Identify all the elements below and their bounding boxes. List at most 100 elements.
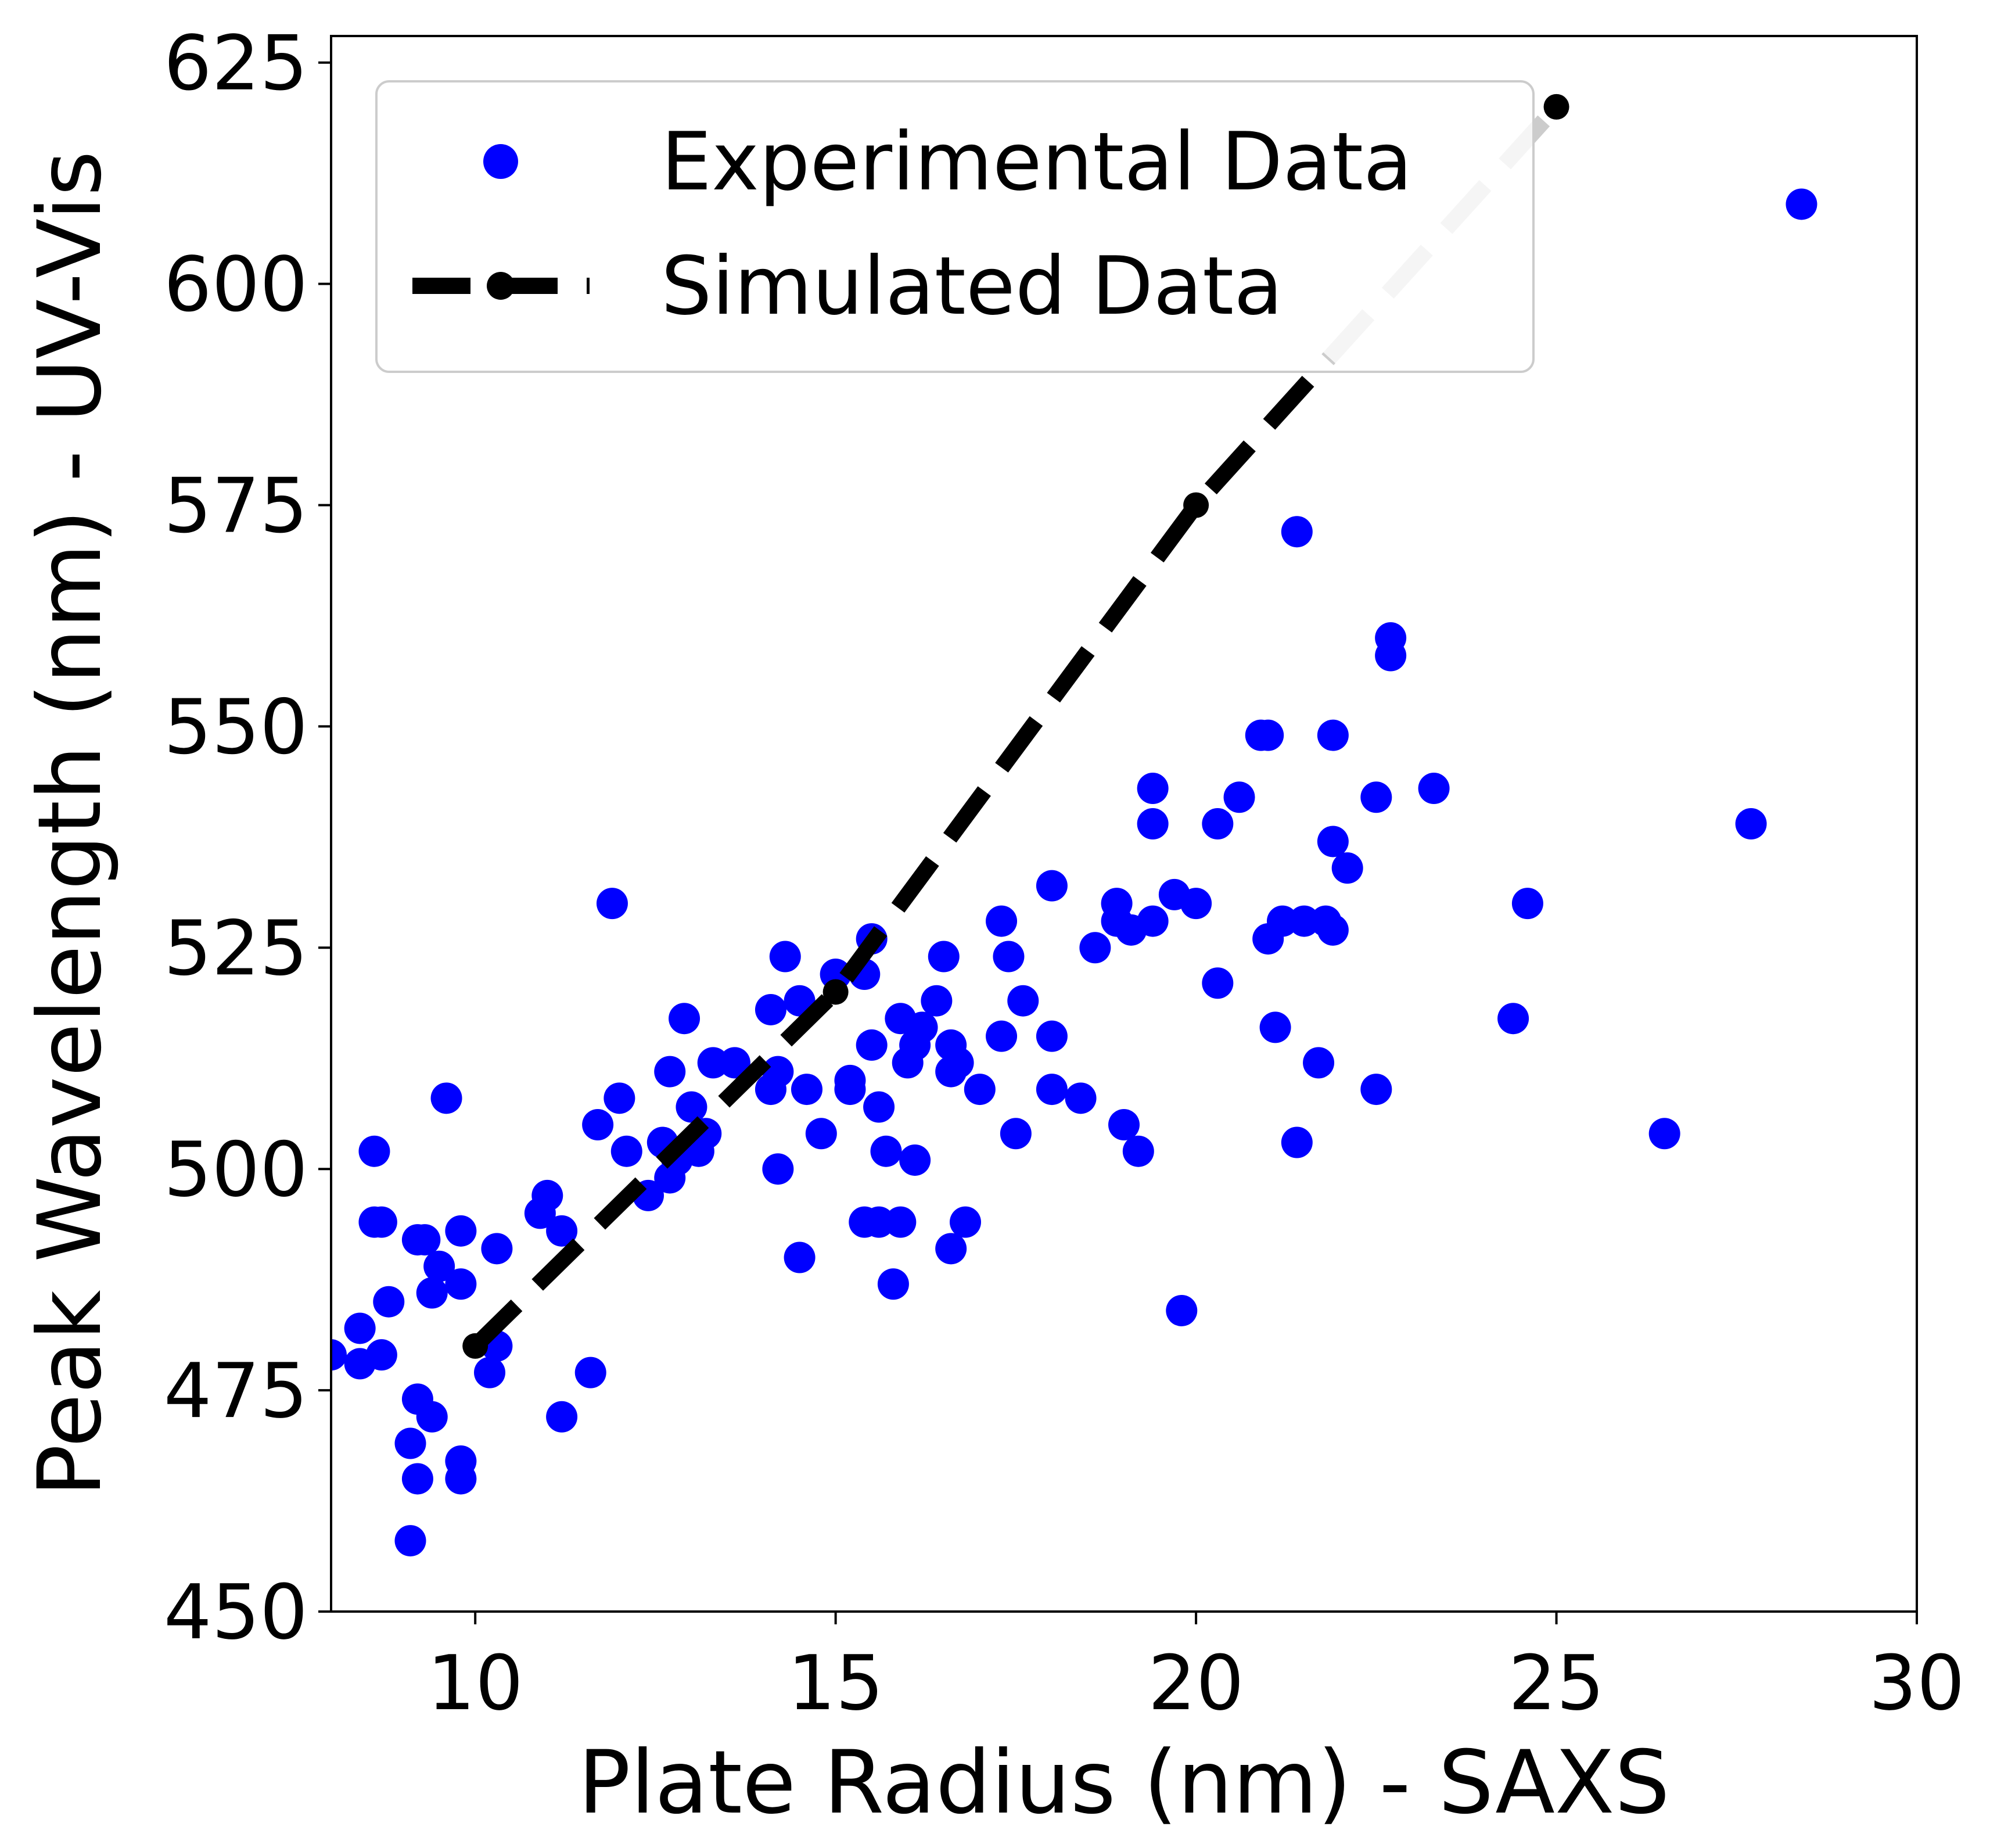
x-tick-label: 20 <box>1148 1639 1244 1727</box>
data-point <box>365 1206 397 1238</box>
data-point <box>331 1339 347 1371</box>
data-point <box>1137 905 1169 937</box>
data-point <box>791 1074 822 1106</box>
data-point <box>582 1109 614 1141</box>
data-point <box>1137 773 1169 805</box>
data-point <box>1303 1047 1335 1079</box>
simulated-point <box>1183 492 1209 518</box>
data-point <box>1202 808 1234 839</box>
data-point <box>416 1277 448 1309</box>
legend: Experimental Data Simulated Data <box>375 80 1535 373</box>
data-point <box>1418 773 1450 805</box>
data-point <box>856 1029 888 1061</box>
simulated-point <box>822 979 849 1005</box>
data-point <box>596 888 628 920</box>
simulated-line <box>469 352 1336 1352</box>
data-point <box>942 1047 974 1079</box>
data-point <box>986 1020 1018 1052</box>
data-point <box>899 1144 931 1176</box>
data-point <box>1036 1074 1068 1106</box>
data-point <box>1288 905 1320 937</box>
legend-marker-experimental <box>483 144 518 179</box>
data-point <box>1252 719 1284 751</box>
data-point <box>1000 1118 1032 1150</box>
y-tick-label: 475 <box>164 1347 308 1435</box>
data-point <box>863 1206 895 1238</box>
data-point <box>445 1463 477 1495</box>
data-point <box>445 1268 477 1300</box>
data-point <box>935 1233 967 1265</box>
data-point <box>1166 1294 1198 1326</box>
data-point <box>950 1206 981 1238</box>
data-point <box>430 1082 462 1114</box>
x-tick-label: 30 <box>1869 1639 1964 1727</box>
data-point <box>1065 1082 1097 1114</box>
data-point <box>610 1135 642 1167</box>
legend-box <box>375 80 1535 373</box>
y-axis-ticks: 450 475 500 525 550 575 600 625 <box>164 19 331 1656</box>
y-tick-label: 525 <box>164 904 308 992</box>
data-point <box>1360 1074 1392 1106</box>
plot-content <box>331 94 1817 1557</box>
data-point <box>394 1525 426 1557</box>
data-point <box>1735 808 1767 839</box>
plot-frame <box>330 35 1918 1613</box>
data-point <box>1317 719 1349 751</box>
data-point <box>401 1463 433 1495</box>
y-tick-label: 575 <box>164 462 308 550</box>
data-point <box>531 1179 563 1211</box>
data-point <box>604 1082 635 1114</box>
legend-marker-simulated <box>487 272 515 300</box>
data-point <box>993 941 1025 973</box>
y-tick-label: 600 <box>164 241 308 329</box>
x-axis-ticks: 10 15 20 25 30 <box>427 1612 1965 1727</box>
data-point <box>474 1357 505 1388</box>
data-point <box>1317 826 1349 857</box>
y-tick-label: 625 <box>164 19 308 107</box>
data-point <box>986 905 1018 937</box>
data-point <box>1267 905 1298 937</box>
data-point <box>394 1427 426 1459</box>
data-point <box>755 993 786 1025</box>
data-point <box>877 1268 909 1300</box>
legend-label-experimental: Experimental Data <box>661 115 1413 209</box>
data-point <box>423 1250 455 1282</box>
simulated-point <box>1543 94 1569 120</box>
data-point <box>921 985 953 1017</box>
data-point <box>416 1401 448 1433</box>
data-point <box>1786 188 1817 220</box>
x-tick-label: 15 <box>788 1639 883 1727</box>
data-point <box>870 1135 902 1167</box>
data-point <box>676 1091 707 1123</box>
data-point <box>906 1011 938 1043</box>
legend-label-simulated: Simulated Data <box>661 239 1283 333</box>
y-tick-label: 500 <box>164 1125 308 1214</box>
data-point <box>546 1215 578 1247</box>
data-point <box>769 941 801 973</box>
data-point <box>1317 914 1349 946</box>
x-tick-label: 25 <box>1508 1639 1604 1727</box>
data-point <box>1223 781 1255 813</box>
data-point <box>719 1047 750 1079</box>
data-point <box>928 941 960 973</box>
data-point <box>1331 852 1363 884</box>
data-point <box>1281 516 1313 548</box>
data-point <box>358 1135 390 1167</box>
data-point <box>1007 985 1039 1017</box>
data-point <box>1281 1126 1313 1158</box>
data-point <box>784 1241 816 1273</box>
data-point <box>1259 1011 1291 1043</box>
x-axis-label: Plate Radius (nm) - SAXS <box>578 1732 1670 1833</box>
data-point <box>964 1074 996 1106</box>
data-point <box>834 1074 866 1106</box>
data-point <box>654 1056 686 1088</box>
data-point <box>1122 1135 1154 1167</box>
data-point <box>373 1286 405 1318</box>
data-point <box>409 1224 441 1256</box>
data-point <box>885 1206 917 1238</box>
y-axis-label: Peak Wavelength (nm) - UV-Vis <box>20 150 121 1497</box>
y-tick-label: 450 <box>164 1568 308 1656</box>
y-tick-label: 550 <box>164 683 308 771</box>
simulated-point <box>462 1333 488 1359</box>
